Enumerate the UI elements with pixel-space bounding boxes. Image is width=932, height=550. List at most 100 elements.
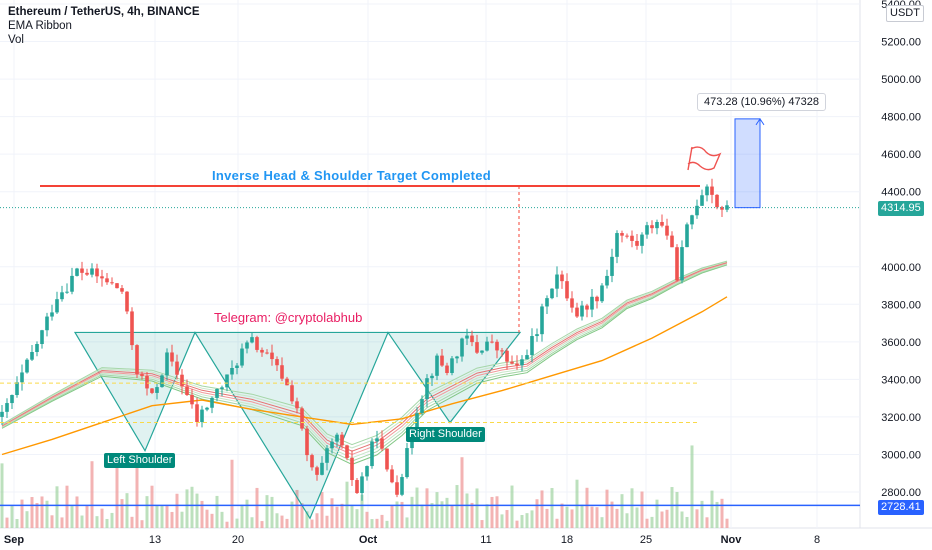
volume-bar [490,496,494,528]
volume-bar [410,496,414,528]
volume-bar [285,518,289,528]
candle-body [310,455,314,468]
volume-bar [150,485,154,528]
volume-bar [320,491,324,528]
volume-bar [465,493,469,528]
candle-body [485,341,489,351]
volume-bar [535,499,539,528]
volume-bar [80,515,84,528]
indicator-volume[interactable]: Vol [8,34,24,46]
volume-bar [530,510,534,528]
volume-bar [440,501,444,528]
candle-body [370,441,374,467]
candle-body [600,285,604,302]
candle-body [450,358,454,374]
candle-body [250,337,254,343]
candle-body [130,311,134,346]
candle-body [190,394,194,405]
volume-bar [130,516,134,528]
volume-bar [560,503,564,528]
measure-arrowhead [755,117,765,126]
volume-bar [595,507,599,528]
indicator-ema-ribbon[interactable]: EMA Ribbon [8,20,72,32]
candle-body [320,462,324,475]
right-shoulder-label: Right Shoulder [406,427,485,442]
volume-bar [120,499,124,528]
candle-body [530,336,534,356]
volume-bar [610,501,614,528]
candle-body [580,305,584,317]
candle-body [415,413,419,436]
date-tick-label: Sep [4,534,24,546]
volume-bar [335,506,339,528]
volume-bar [10,505,14,528]
volume-bar [230,459,234,528]
candle-body [650,225,654,229]
candle-body [50,312,54,317]
flag-icon [687,146,722,171]
candle-body [125,291,129,312]
candle-body [270,352,274,360]
volume-bar [30,497,34,528]
candle-body [620,233,624,236]
volume-bar [205,509,209,528]
candle-body [35,344,39,353]
volume-bar [650,516,654,528]
lower-price-badge: 2728.41 [878,500,924,515]
candle-body [30,352,34,360]
volume-bar [455,485,459,528]
volume-bar [265,495,269,528]
candle-body [455,356,459,359]
candle-body [655,222,659,229]
candle-body [315,467,319,475]
candle-body [645,225,649,235]
volume-bar [625,513,629,528]
volume-bar [325,515,329,528]
volume-bar [170,511,174,528]
price-axis[interactable]: 5400.005200.005000.004800.004600.004400.… [881,0,921,499]
volume-bar [70,506,74,528]
candle-body [295,401,299,409]
candle-body [480,350,484,353]
candle-body [230,367,234,375]
volume-bar [365,511,369,528]
candle-body [0,411,4,417]
volume-bar [260,521,264,528]
volume-bar [405,517,409,528]
candle-body [110,282,114,284]
volume-bar [275,513,279,528]
ema-ribbon-line [1,263,728,459]
volume-bar [540,490,544,528]
time-axis[interactable]: Sep 13 20 Oct 11 18 25 Nov 8 [4,534,820,546]
volume-bar [545,508,549,528]
volume-bar [175,493,179,528]
currency-badge[interactable]: USDT [886,5,924,22]
price-tick-label: 3200.00 [881,412,921,424]
candle-body [515,363,519,366]
candle-body [470,335,474,343]
volume-bar [660,511,664,528]
volume-bar [665,509,669,528]
volume-bar [305,511,309,528]
volume-bar [240,504,244,528]
volume-bar [110,512,114,528]
target-completed-text: Inverse Head & Shoulder Target Completed [212,168,492,183]
candle-body [405,448,409,478]
volume-bar [380,514,384,528]
volume-bar [675,491,679,528]
inverse-head-shoulder-shape [73,331,522,520]
price-tick-label: 2800.00 [881,487,921,499]
candle-body [305,428,309,456]
volume-bar [430,503,434,528]
ema-ribbon-line [1,263,728,462]
candle-body [605,275,609,286]
candle-body [460,338,464,357]
volume-bar [485,504,489,528]
candle-body [500,350,504,352]
date-tick-label: 8 [814,534,820,546]
volume-bar [180,511,184,528]
volume-bar [40,496,44,528]
volume-bar [50,515,54,528]
